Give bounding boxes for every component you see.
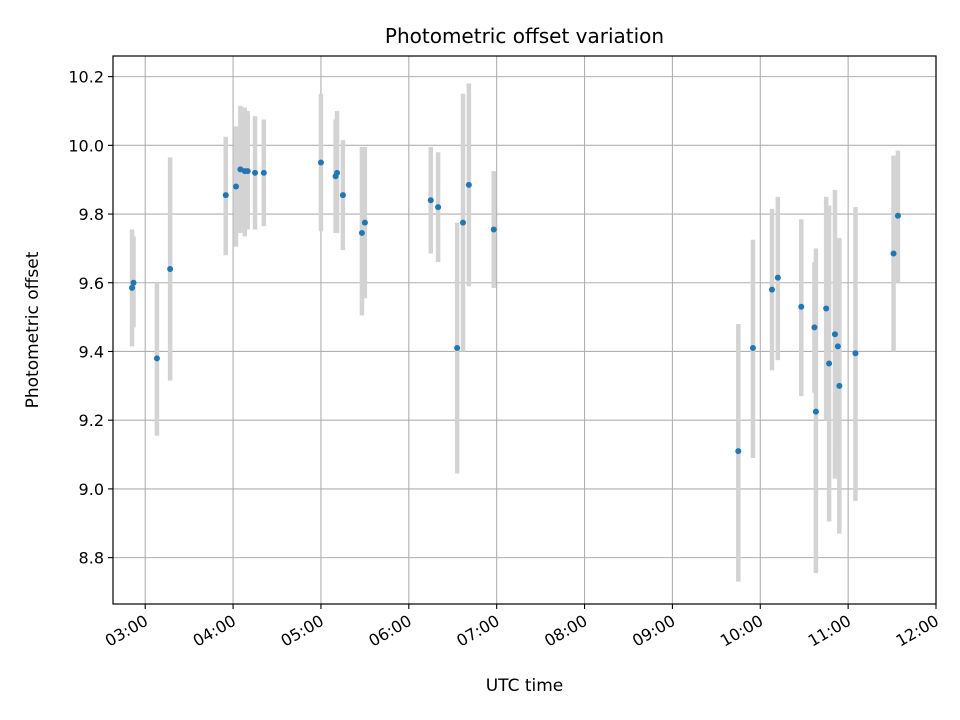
data-point [774, 274, 781, 281]
data-point [454, 345, 461, 352]
data-point [317, 159, 324, 166]
data-point [334, 169, 341, 176]
y-tick-label: 9.8 [79, 205, 104, 224]
data-point [749, 345, 756, 352]
data-point [852, 350, 859, 357]
data-point [826, 360, 833, 367]
data-point [823, 305, 830, 312]
y-tick-label: 8.8 [79, 549, 104, 568]
y-tick-label: 9.4 [79, 342, 104, 361]
data-point [459, 219, 466, 226]
data-point [812, 408, 819, 415]
data-points [129, 159, 901, 455]
data-point [153, 355, 160, 362]
data-point [834, 343, 841, 350]
y-tick-label: 9.2 [79, 411, 104, 430]
data-point [811, 324, 818, 331]
data-point [768, 286, 775, 293]
y-axis-label: Photometric offset [23, 251, 43, 408]
data-point [358, 229, 365, 236]
data-point [260, 169, 267, 176]
data-point [735, 448, 742, 455]
data-point [490, 226, 497, 233]
data-point [129, 284, 136, 291]
data-point [339, 192, 346, 199]
data-point [233, 183, 240, 190]
data-point [167, 266, 174, 273]
y-tick-label: 10.2 [68, 68, 104, 87]
data-point [798, 303, 805, 310]
plot-frame [112, 55, 937, 605]
data-point [252, 169, 259, 176]
data-point [465, 181, 472, 188]
data-point [435, 204, 442, 211]
data-point [890, 250, 897, 257]
data-point [427, 197, 434, 204]
y-tick-label: 9.6 [79, 274, 104, 293]
data-point [361, 219, 368, 226]
chart-title: Photometric offset variation [385, 24, 664, 48]
data-point [130, 279, 137, 286]
y-tick-label: 9.0 [79, 480, 104, 499]
data-point [836, 382, 843, 389]
data-point [244, 168, 251, 175]
data-point [222, 192, 229, 199]
x-axis-label: UTC time [486, 676, 564, 696]
data-point [831, 331, 838, 338]
y-tick-label: 10.0 [68, 136, 104, 155]
data-point [894, 212, 901, 219]
